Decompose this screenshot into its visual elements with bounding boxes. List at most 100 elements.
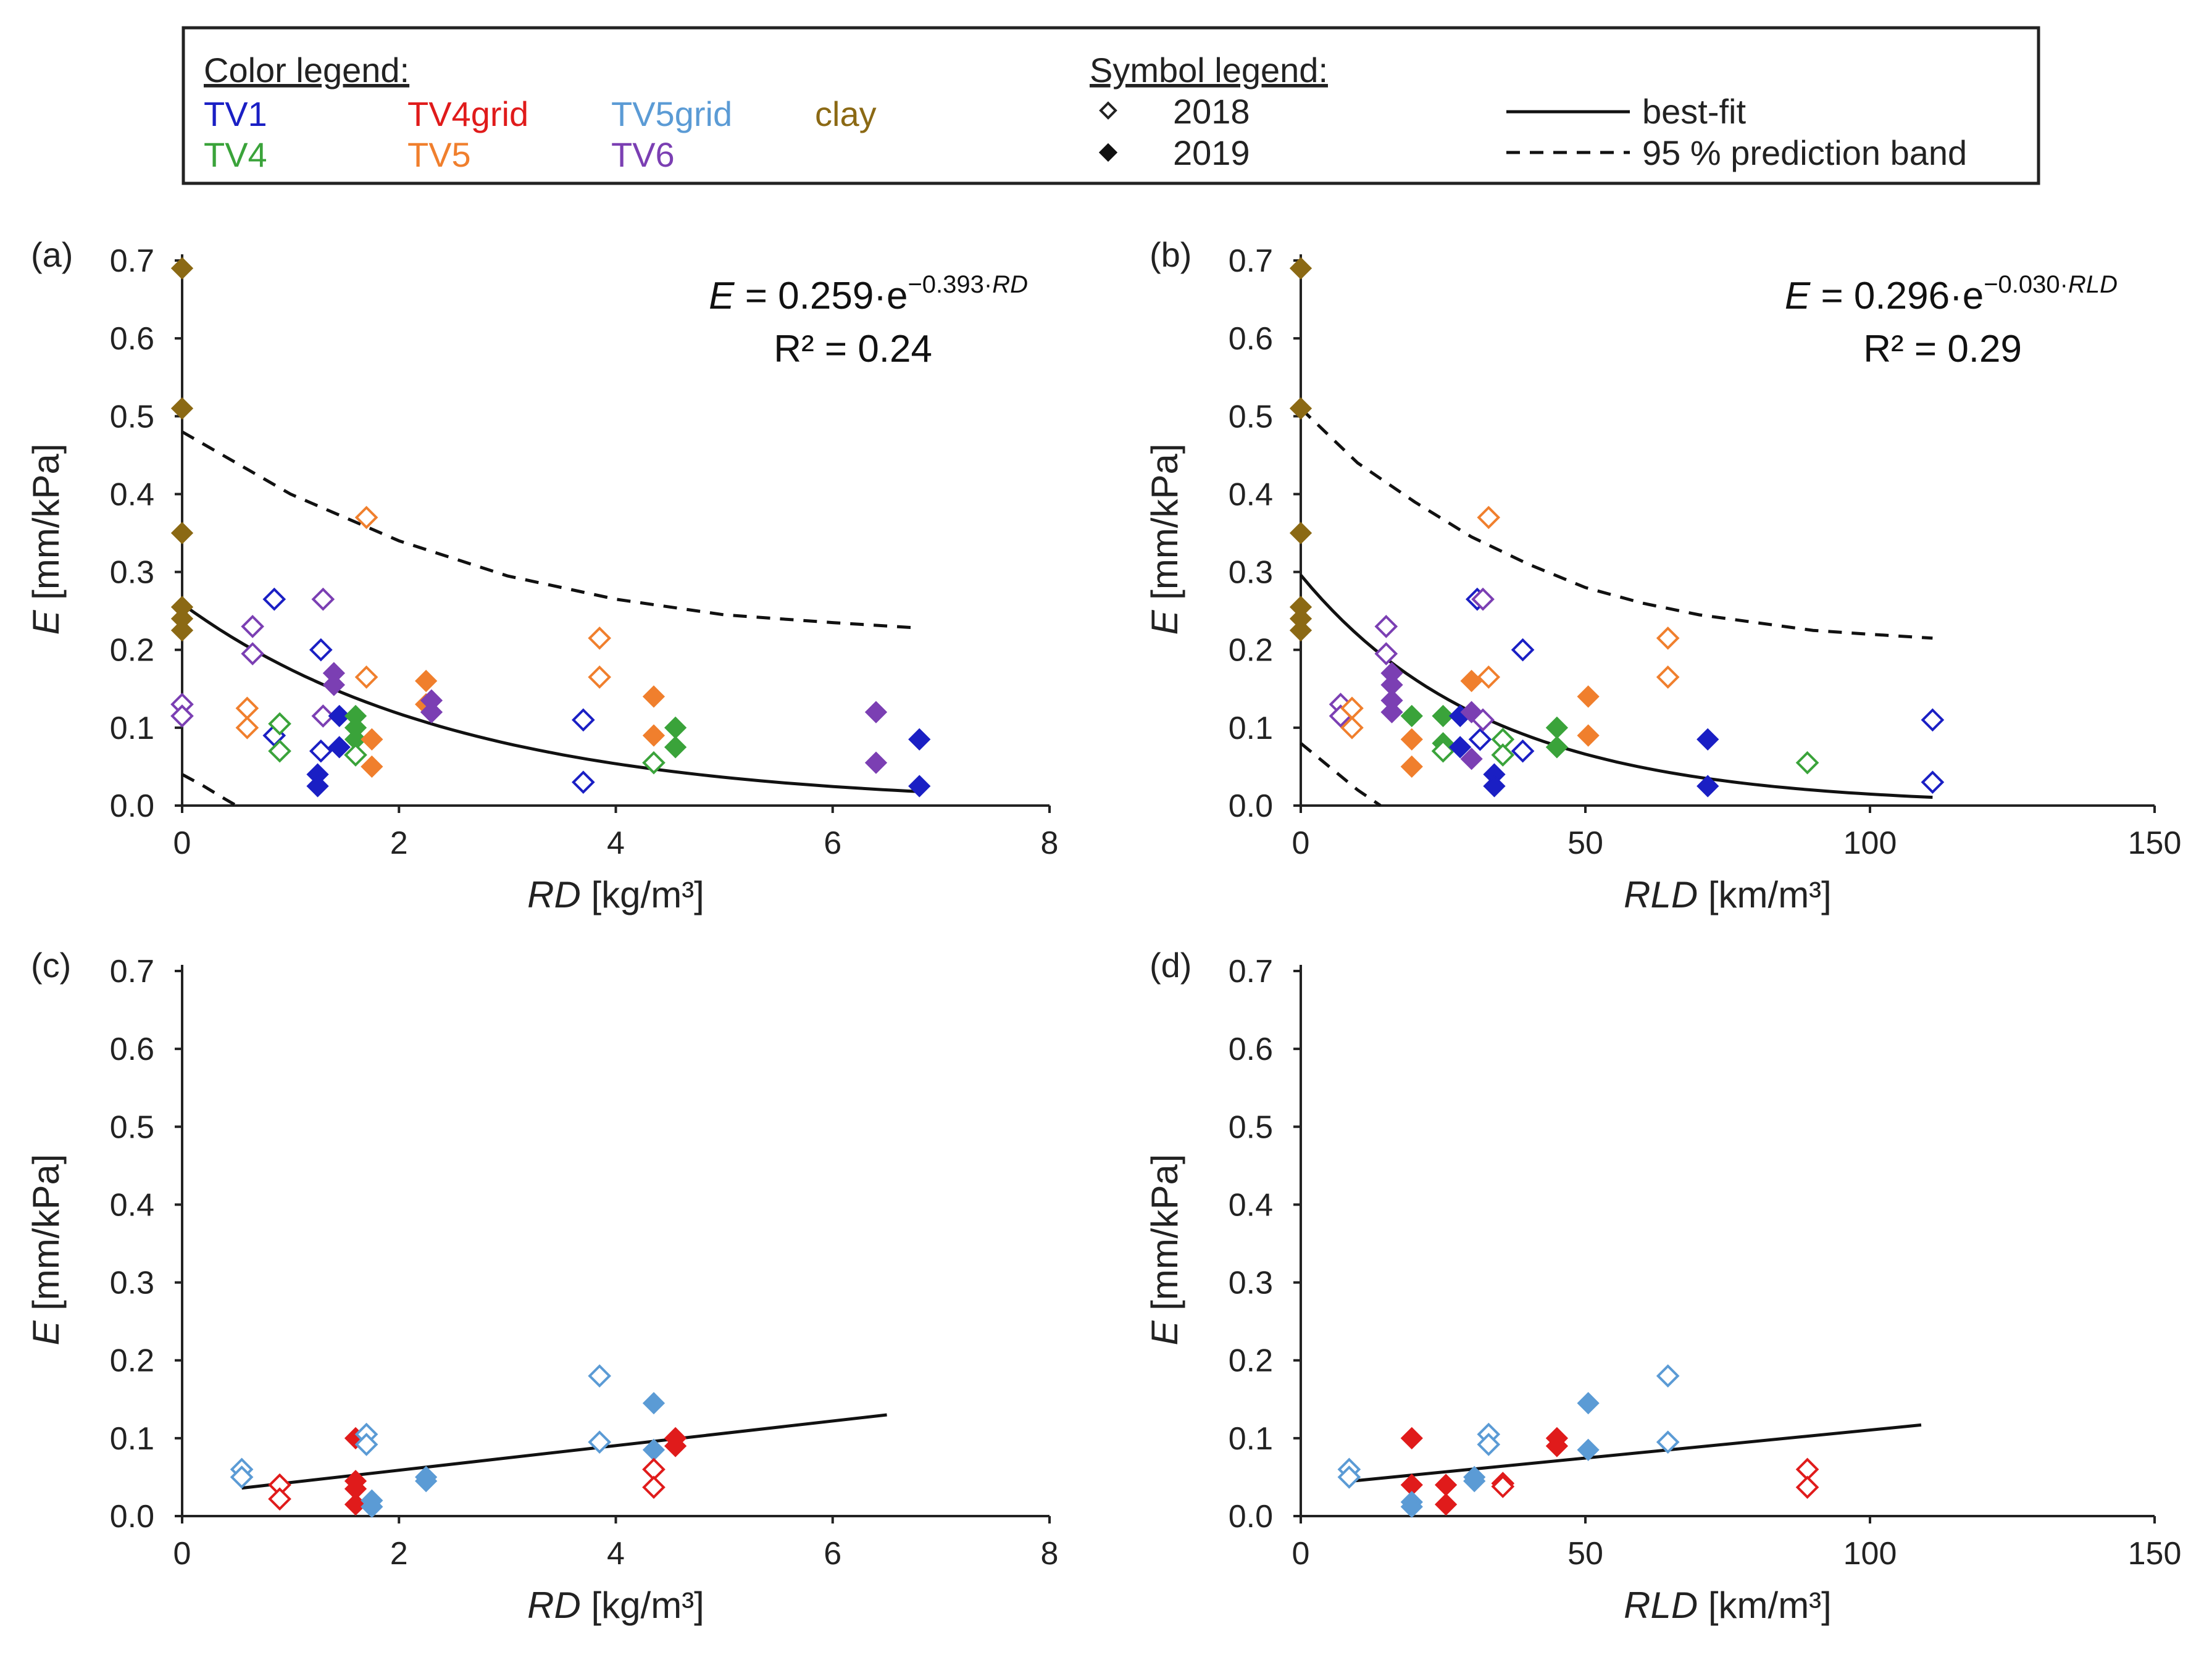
data-point-tv5grid-2019 [1577,1391,1600,1415]
data-point-tv5grid-2018 [1477,1433,1501,1456]
legend-best-fit: best-fit [1642,92,1746,131]
data-point-tv5-2019 [642,724,666,747]
y-tick-label: 0.3 [110,555,154,591]
data-point-tv1-2019 [1449,736,1472,759]
data-point-tv1-2018 [1511,739,1535,763]
data-point-tv5grid-2018 [588,1430,611,1454]
y-tick-label: 0.2 [110,1343,154,1379]
y-axis-label: E [mm/kPa] [1144,1154,1185,1345]
data-point-tv5-2019 [1577,685,1600,708]
data-point-tv6-2018 [170,704,194,728]
data-point-tv4-2019 [1432,704,1454,728]
y-axis-label-var: E [1144,610,1185,635]
x-tick-label: 4 [607,1536,625,1572]
y-tick-label: 0.2 [1229,633,1273,669]
data-point-tv5grid-2018 [1656,1430,1680,1454]
y-axis-label-var: E [25,1320,67,1346]
data-point-tv5-2018 [588,665,611,689]
y-tick-label: 0.3 [1229,1265,1273,1301]
data-point-tv5-2018 [1656,665,1680,689]
panel-label: (a) [31,235,73,274]
x-tick-label: 150 [2128,825,2182,861]
data-point-tv1-2018 [1511,638,1535,662]
data-point-tv6-2019 [864,701,888,723]
data-point-tv5grid-2018 [230,1465,254,1489]
data-point-tv6-2019 [420,701,443,723]
data-point-tv5grid-2019 [361,1495,383,1518]
data-point-tv5grid-2018 [588,1364,611,1388]
data-point-tv5-2019 [642,685,666,708]
data-point-tv4-2018 [1491,743,1515,767]
x-tick-label: 50 [1567,825,1603,861]
filled-diamond-symbol [1098,143,1118,162]
legend-color-tv1: TV1 [204,94,267,133]
x-axis-label-unit: [km/m³] [1698,874,1832,915]
data-point-tv1-2018 [1921,708,1945,732]
x-axis-label: RD [kg/m³] [527,874,704,915]
best-fit-line [241,1413,887,1490]
y-tick-label: 0.1 [110,1421,154,1457]
x-tick-label: 4 [607,825,625,861]
symbol-legend-title: Symbol legend: [1090,51,1328,90]
prediction-band-lower [181,773,238,807]
panel-label: (d) [1150,946,1192,985]
x-tick-label: 2 [390,1536,408,1572]
data-point-tv1-2018 [571,708,595,732]
data-point-tv6-2018 [241,615,264,638]
y-tick-label: 0.3 [110,1265,154,1301]
data-point-tv1-2019 [328,704,351,728]
data-point-tv4grid-2018 [268,1487,291,1511]
data-point-tv5-2018 [354,506,378,530]
data-point-tv5-2019 [1400,728,1423,751]
x-tick-label: 2 [390,825,408,861]
y-tick-label: 0.4 [1229,477,1273,512]
x-tick-label: 8 [1041,825,1059,861]
y-tick-label: 0.1 [110,711,154,746]
open-diamond-symbol [1099,101,1117,120]
y-tick-label: 0.0 [110,1499,154,1535]
panel-d: (d) 0.0 0.1 0.2 0.3 0.4 0.5 0.6 0.7 0 50 100 150 RLD … [1144,946,2181,1626]
data-point-tv5-2019 [361,755,383,778]
data-point-clay-2019 [170,397,194,420]
y-tick-label: 0.5 [1229,1109,1273,1145]
data-point-tv6-2018 [311,704,335,728]
panel-c: (c) 0.0 0.1 0.2 0.3 0.4 0.5 0.6 0.7 0 2 4 6 8 RD [kg/m… [25,946,1058,1626]
y-axis-label-var: E [25,610,67,635]
legend-color-tv4: TV4 [204,135,267,174]
data-point-tv5-2018 [235,716,259,740]
data-point-tv5-2018 [354,665,378,689]
x-tick-label: 50 [1567,1536,1603,1572]
y-tick-label: 0.1 [1229,1421,1273,1457]
data-point-tv4-2018 [344,743,367,767]
data-point-tv4-2018 [1795,751,1819,775]
y-tick-label: 0.3 [1229,555,1273,591]
data-point-tv4-2019 [1545,716,1569,739]
data-point-tv4grid-2018 [1491,1475,1515,1498]
y-tick-label: 0.4 [1229,1187,1273,1223]
y-axis-label-unit: [mm/kPa] [1144,1154,1185,1320]
y-tick-label: 0.0 [110,788,154,824]
x-tick-label: 0 [173,1536,191,1572]
data-point-tv6-2019 [1460,748,1483,770]
data-point-tv4grid-2018 [1795,1475,1819,1499]
data-point-tv4-2018 [642,751,666,775]
data-point-tv5-2019 [1400,755,1423,778]
data-point-tv4grid-2019 [344,1493,367,1516]
y-axis-label: E [mm/kPa] [25,443,67,635]
y-tick-label: 0.7 [1229,243,1273,279]
data-point-tv5-2019 [361,728,383,751]
data-point-tv6-2019 [322,673,345,696]
prediction-band-upper [181,430,920,630]
y-axis-label: E [mm/kPa] [25,1154,67,1345]
data-point-tv1-2019 [328,736,351,759]
fit-equation: E = 0.259·e−0.393·RD [709,271,1028,317]
data-point-tv6-2019 [864,751,888,774]
y-axis-label-unit: [mm/kPa] [25,443,67,610]
data-point-clay-2019 [170,619,194,642]
data-point-tv5-2019 [1460,670,1483,693]
data-point-clay-2019 [170,522,194,544]
x-axis-label: RD [kg/m³] [527,1585,704,1626]
x-axis-label-var: RD [527,874,581,915]
data-point-tv4grid-2019 [1545,1435,1569,1457]
y-tick-label: 0.2 [110,633,154,669]
